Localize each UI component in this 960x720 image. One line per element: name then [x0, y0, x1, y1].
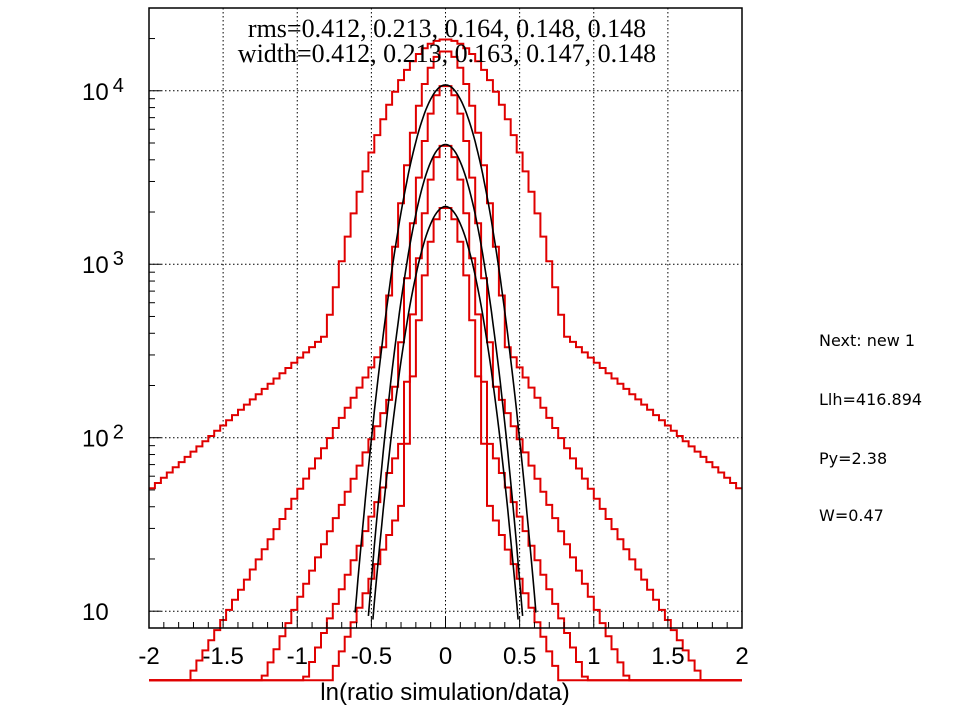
y-tick-label: 10 4: [82, 75, 124, 106]
grid-lines: [149, 8, 742, 628]
fit-curve-7: [372, 205, 519, 620]
x-tick-label: -1.5: [202, 643, 243, 670]
llh-label: Llh=416.894: [819, 390, 923, 409]
annotation-rms: rms=0.412, 0.213, 0.164, 0.148, 0.148: [248, 14, 646, 43]
fit-curve-6: [367, 143, 524, 616]
histogram-series-4: [149, 207, 742, 682]
py-label: Py=2.38: [819, 449, 888, 468]
y-tick-label: 10 2: [82, 422, 124, 453]
x-tick-label: 2: [735, 643, 748, 670]
data-series: [149, 38, 742, 682]
histogram-series-2: [149, 85, 742, 682]
x-tick-label: -2: [138, 643, 159, 670]
x-tick-label: 0: [439, 643, 452, 670]
y-tick-label: 10: [82, 599, 109, 626]
x-axis-title: ln(ratio simulation/data): [320, 679, 569, 706]
y-tick-label: 10 3: [82, 248, 124, 279]
fit-curve-5: [354, 84, 537, 613]
histogram-series-1: [149, 50, 742, 682]
x-tick-label: 1.5: [651, 643, 684, 670]
x-tick-label: 1: [587, 643, 600, 670]
histogram-series-0: [149, 38, 742, 490]
w-label: W=0.47: [819, 506, 884, 525]
x-tick-label: 0.5: [503, 643, 536, 670]
x-tick-label: -0.5: [351, 643, 392, 670]
x-tick-label: -1: [287, 643, 308, 670]
next-label: Next: new 1: [819, 331, 916, 350]
annotation-width: width=0.412, 0.213, 0.163, 0.147, 0.148: [238, 39, 656, 68]
